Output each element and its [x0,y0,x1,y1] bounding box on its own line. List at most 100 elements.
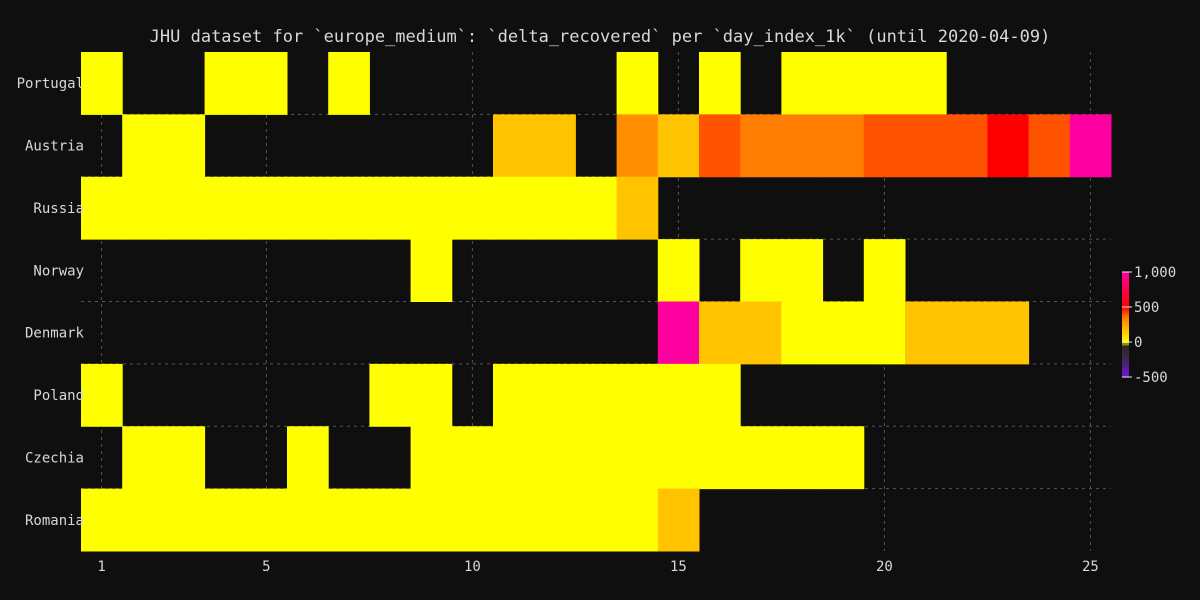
y-axis-label: Austria [25,139,84,155]
heatmap-cell [369,488,412,552]
heatmap-cell [575,176,618,240]
heatmap-cell [534,176,576,240]
heatmap-cell [781,426,824,490]
heatmap-cell [534,114,576,178]
heatmap-cell [204,176,247,240]
heatmap-cell [410,176,453,240]
heatmap-cell [616,488,659,552]
heatmap-cell [822,114,865,178]
colorbar-segment [1122,345,1129,349]
colorbar-segment [1122,342,1129,347]
heatmap-cell [287,426,329,490]
heatmap-cell [657,426,700,490]
heatmap-cell [822,426,865,490]
heatmap-cell [863,239,906,302]
y-axis-label: Poland [33,388,84,404]
colorbar-segment [1122,337,1129,341]
colorbar: 1,000 500 0 -500 [1122,265,1176,386]
colorbar-segment [1122,290,1129,294]
heatmap-cell [369,176,412,240]
colorbar-segment [1122,298,1129,302]
heatmap-cell [328,52,370,115]
colorbar-segment [1122,282,1129,286]
heatmap-cell [575,363,618,427]
heatmap-cell [987,114,1030,178]
heatmap-cell [822,52,865,115]
colorbar-segment [1122,369,1129,373]
heatmap-cell [575,488,618,552]
heatmap-cell [863,301,906,365]
heatmap-cell [204,52,247,115]
heatmap-cell [410,239,453,302]
heatmap-cell [616,114,659,178]
colorbar-tick-label: 0 [1134,335,1142,351]
heatmap-cell [287,488,329,552]
heatmap-cell [781,239,824,302]
colorbar-segment [1122,319,1129,323]
heatmap-cell [534,488,576,552]
heatmap-cell [740,239,782,302]
heatmap-cell [122,426,164,490]
heatmap-cell [863,114,906,178]
chart-title: JHU dataset for `europe_medium`: `delta_… [150,27,1051,47]
heatmap-cell [905,52,947,115]
heatmap-cell [740,114,782,178]
colorbar-segment [1122,324,1129,328]
heatmap-cell [699,52,741,115]
colorbar-segment [1122,321,1129,326]
heatmap-cell [163,114,206,178]
heatmap-cell [616,52,659,115]
heatmap-cell [369,363,412,427]
heatmap-cell [781,301,824,365]
heatmap-cell [657,239,700,302]
x-axis-ticks: 1 5 10 15 20 25 [97,559,1098,575]
colorbar-tick-label: 1,000 [1134,265,1176,281]
heatmap-cell [122,114,164,178]
heatmap-cell [81,363,123,427]
colorbar-segment [1122,371,1129,375]
colorbar-segment [1122,279,1129,284]
colorbar-segment [1122,300,1129,305]
x-tick-label: 15 [670,559,687,575]
heatmap-cell [534,426,576,490]
heatmap-cell [740,426,782,490]
heatmap-cell [493,426,535,490]
x-tick-label: 25 [1082,559,1099,575]
heatmap-cell [493,488,535,552]
colorbar-segment [1122,287,1129,291]
heatmap-cell [822,301,865,365]
heatmap-cell [410,426,453,490]
x-tick-label: 5 [262,559,270,575]
colorbar-segment [1122,358,1129,362]
heatmap-cell [657,363,700,427]
heatmap-cell [493,176,535,240]
heatmap-cell [657,114,700,178]
colorbar-segment [1122,272,1129,276]
heatmap-cell [657,301,700,365]
y-axis-label: Denmark [25,326,85,342]
colorbar-segment [1122,374,1129,378]
heatmap-cell [163,426,206,490]
colorbar-segment [1122,285,1129,289]
heatmap-cell [946,114,988,178]
heatmap-cell [616,176,659,240]
heatmap-cell [740,301,782,365]
colorbar-segment [1122,308,1129,312]
colorbar-segment [1122,356,1129,360]
heatmap-cell [699,114,741,178]
heatmap-cell [699,301,741,365]
heatmap-cell [122,488,164,552]
heatmap-cell [781,52,824,115]
y-axis-label: Czechia [25,450,84,466]
colorbar-tick-label: -500 [1134,370,1168,386]
colorbar-segment [1122,350,1129,354]
heatmap-cell [122,176,164,240]
heatmap-cell [493,363,535,427]
y-axis-label: Norway [33,263,84,279]
colorbar-segment [1122,274,1129,278]
heatmap-cell [410,363,453,427]
colorbar-segment [1122,316,1129,320]
colorbar-segment [1122,303,1129,307]
heatmap-cell [699,426,741,490]
